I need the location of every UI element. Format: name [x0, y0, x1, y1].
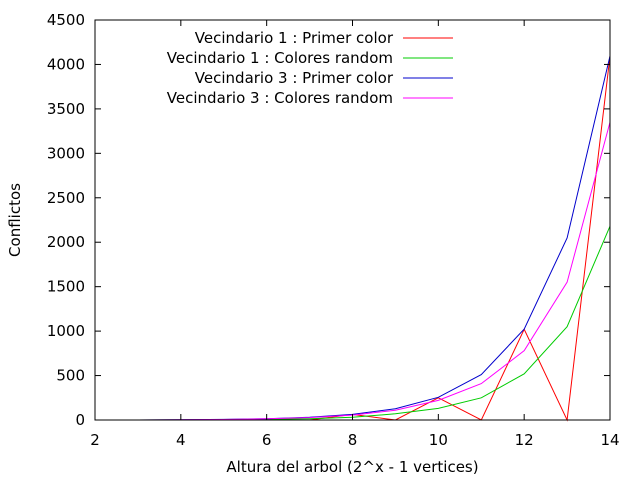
- y-tick-label: 4500: [47, 11, 85, 29]
- y-tick-label: 3000: [47, 144, 85, 162]
- legend-label-2: Vecindario 1 : Colores random: [167, 49, 393, 67]
- y-tick-label: 500: [56, 367, 85, 385]
- x-tick-label: 8: [348, 431, 358, 449]
- plot-marks: [95, 55, 611, 422]
- series-line-2: [95, 226, 611, 421]
- legend-label-3: Vecindario 3 : Primer color: [195, 69, 394, 87]
- y-tick-label: 0: [75, 411, 85, 429]
- x-axis-label: Altura del arbol (2^x - 1 vertices): [226, 458, 478, 476]
- x-tick-label: 12: [515, 431, 534, 449]
- legend-label-1: Vecindario 1 : Primer color: [195, 29, 394, 47]
- series-line-1: [95, 55, 611, 422]
- x-tick-label: 14: [600, 431, 619, 449]
- y-tick-label: 1000: [47, 322, 85, 340]
- y-tick-label: 1500: [47, 278, 85, 296]
- x-tick-label: 2: [90, 431, 100, 449]
- x-tick-label: 10: [429, 431, 448, 449]
- y-tick-label: 2500: [47, 189, 85, 207]
- axis-ticks: 0 500 1000 1500 2000 2500 3000 3500 4000 4500 2 4 6 8…: [47, 11, 620, 449]
- legend-label-4: Vecindario 3 : Colores random: [167, 89, 393, 107]
- legend: Vecindario 1 : Primer color Vecindario 1 …: [167, 29, 453, 107]
- y-tick-label: 4000: [47, 55, 85, 73]
- series-line-3: [95, 55, 611, 421]
- series-line-4: [95, 122, 611, 421]
- y-tick-label: 3500: [47, 100, 85, 118]
- x-tick-label: 4: [176, 431, 186, 449]
- x-tick-label: 6: [262, 431, 272, 449]
- y-tick-label: 2000: [47, 233, 85, 251]
- y-axis-label: Conflictos: [6, 183, 24, 257]
